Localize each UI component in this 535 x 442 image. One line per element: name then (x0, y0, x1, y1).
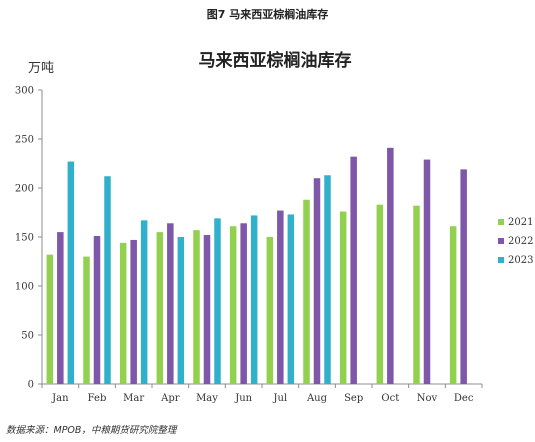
legend: 2021 2022 2023 (498, 217, 533, 266)
x-tick-label: Jul (273, 393, 288, 404)
bars (46, 147, 467, 384)
bar-2023-mar (140, 220, 148, 384)
bar-2023-jul (287, 214, 295, 384)
bar-2023-aug (324, 175, 331, 384)
bar-2023-jan (67, 161, 75, 384)
chart: 马来西亚棕榈油库存 万吨 0 50 100 150 200 250 300 Jan Feb Ma… (15, 50, 534, 404)
x-tick-label: Apr (160, 393, 180, 404)
bar-2022-aug (313, 178, 321, 384)
bar-2021-nov (413, 205, 420, 384)
bar-2022-apr (167, 223, 174, 384)
x-tick-label: Aug (306, 393, 328, 404)
bar-2023-jun (250, 215, 258, 384)
bar-2023-apr (177, 237, 185, 384)
bar-2022-feb (93, 236, 101, 384)
bar-2023-may (214, 218, 221, 384)
bar-2021-jan (46, 254, 54, 384)
x-tick-label: Jun (234, 393, 252, 404)
bar-2022-jul (277, 210, 284, 384)
bar-2021-apr (156, 232, 164, 384)
bar-2021-oct (376, 204, 384, 384)
x-tick-label: Dec (454, 393, 474, 404)
y-tick-label: 200 (15, 184, 34, 195)
x-tick-label: Jan (51, 393, 69, 404)
legend-label-2022: 2022 (508, 236, 533, 247)
source-note: 数据来源：MPOB，中粮期货研究院整理 (6, 425, 177, 436)
bar-2021-dec (449, 226, 457, 384)
bar-2021-feb (83, 256, 90, 384)
x-axis: Jan Feb Mar Apr May Jun Jul Aug Sep Oct Nov Dec (41, 383, 483, 404)
figure-caption: 图7 马来西亚棕榈油库存 (206, 8, 329, 21)
bar-2022-nov (423, 159, 431, 384)
legend-swatch-2022 (498, 238, 504, 244)
bar-2021-aug (303, 199, 310, 384)
bar-2022-mar (130, 239, 137, 384)
x-tick-label: Sep (344, 393, 363, 404)
bar-2022-dec (460, 169, 467, 384)
unit-label: 万吨 (28, 61, 54, 76)
y-tick-label: 50 (21, 331, 34, 342)
y-axis: 0 50 100 150 200 250 300 (15, 86, 43, 391)
bar-2021-jun (229, 226, 237, 384)
y-tick-label: 300 (15, 86, 34, 97)
bar-2022-may (203, 235, 211, 384)
y-tick-label: 150 (15, 233, 34, 244)
bar-2021-sep (339, 211, 347, 384)
bar-2021-mar (119, 242, 127, 384)
bar-2021-may (193, 230, 200, 384)
legend-swatch-2021 (498, 219, 504, 225)
x-tick-label: Oct (381, 393, 399, 404)
x-tick-label: Feb (88, 393, 107, 404)
legend-label-2021: 2021 (508, 217, 533, 228)
x-tick-label: Nov (417, 393, 438, 404)
y-tick-label: 0 (28, 380, 34, 391)
bar-2022-oct (387, 147, 394, 384)
legend-swatch-2023 (498, 257, 504, 263)
bar-2023-feb (104, 176, 111, 384)
chart-title: 马来西亚棕榈油库存 (199, 50, 352, 71)
legend-label-2023: 2023 (508, 255, 533, 266)
x-tick-label: May (196, 393, 218, 404)
y-tick-label: 250 (15, 135, 34, 146)
x-tick-label: Mar (123, 393, 144, 404)
bar-2022-jun (240, 223, 247, 384)
bar-2021-jul (266, 237, 274, 384)
y-tick-label: 100 (15, 282, 34, 293)
bar-2022-sep (350, 156, 357, 384)
bar-2022-jan (57, 232, 64, 384)
